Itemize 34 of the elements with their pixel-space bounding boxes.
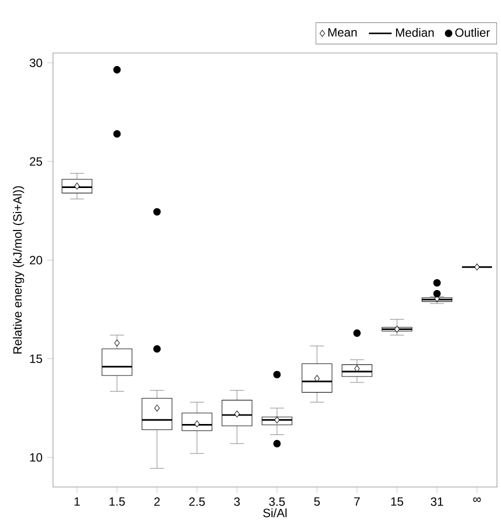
point <box>113 130 121 138</box>
x-tick-label: 31 <box>430 497 444 506</box>
point <box>273 440 281 448</box>
y-tick-label: 20 <box>30 256 42 264</box>
x-axis-title: Si/Al <box>263 508 287 518</box>
y-tick-label: 15 <box>30 354 42 363</box>
point <box>74 182 80 190</box>
x-tick-label: 5 <box>314 497 320 506</box>
point <box>274 416 280 424</box>
legend-label: Mean <box>328 28 357 37</box>
point <box>234 410 240 418</box>
x-tick-label: ∞ <box>473 497 481 502</box>
x-tick-label: 15 <box>391 497 404 506</box>
x-tick-label: 3.5 <box>269 497 285 506</box>
point <box>194 420 200 428</box>
x-tick-label: 2.5 <box>189 497 205 506</box>
point <box>153 208 161 216</box>
legend-label: Median <box>396 28 434 37</box>
y-tick-label: 30 <box>30 58 42 68</box>
x-tick-label: 3 <box>234 497 240 506</box>
point <box>154 404 160 412</box>
y-tick-label: 10 <box>30 453 42 462</box>
legend-label: Outlier <box>455 28 490 37</box>
x-tick-label: 2 <box>154 497 160 506</box>
y-tick-label: 25 <box>30 157 42 166</box>
point <box>114 340 120 346</box>
point <box>394 326 400 333</box>
x-tick-label: 7 <box>354 497 360 506</box>
x-tick-label: 1 <box>74 497 80 506</box>
x-tick-label: 1.5 <box>110 497 125 506</box>
point <box>354 365 360 372</box>
point <box>314 375 320 382</box>
y-axis-title: Relative energy (kJ/mol (Si+Al)) <box>12 186 24 354</box>
point <box>474 264 480 271</box>
